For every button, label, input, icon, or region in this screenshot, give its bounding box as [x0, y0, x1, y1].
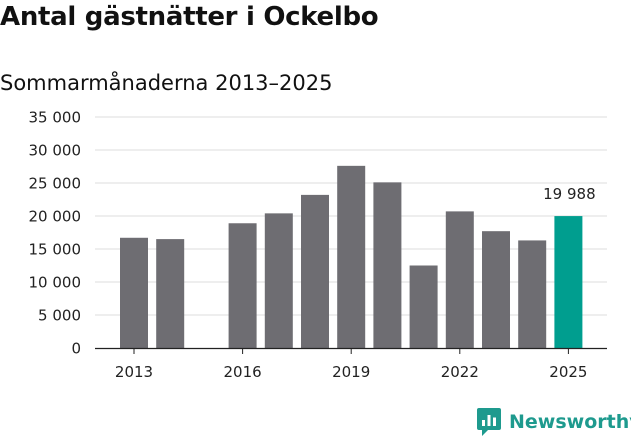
bar	[156, 239, 185, 348]
bar	[409, 265, 438, 348]
bar	[228, 223, 257, 348]
y-tick-label: 25 000	[29, 175, 82, 193]
bar	[445, 211, 474, 348]
bar-chart: 0 5 000 10 000 15 000 20 000 25 000 30 000 35 0…	[29, 109, 607, 381]
bar	[482, 231, 510, 348]
bar	[120, 237, 148, 348]
data-labels: 19 988	[543, 185, 596, 203]
x-tick-label: 2022	[441, 363, 479, 381]
chart-title: Antal gästnätter i Ockelbo	[0, 2, 379, 32]
newsworthy-logo-icon	[477, 408, 501, 436]
chart-subtitle: Sommarmånaderna 2013–2025	[0, 71, 333, 95]
bars	[120, 165, 583, 348]
bar	[264, 213, 293, 348]
y-tick-label: 10 000	[29, 274, 82, 292]
bar	[337, 165, 366, 348]
x-axis-tick-labels: 2013 2016 2019 2022 2025	[115, 348, 587, 381]
bar	[518, 240, 547, 348]
y-tick-label: 0	[71, 340, 81, 358]
data-label: 19 988	[543, 185, 596, 203]
y-tick-label: 30 000	[29, 142, 82, 160]
y-tick-label: 5 000	[38, 307, 81, 325]
y-axis-tick-labels: 0 5 000 10 000 15 000 20 000 25 000 30 000 35 0…	[29, 109, 82, 358]
newsworthy-logo: Newsworthy	[476, 406, 631, 438]
newsworthy-logo-text: Newsworthy	[509, 411, 631, 433]
y-tick-label: 15 000	[29, 241, 82, 259]
x-tick-label: 2025	[549, 363, 587, 381]
x-tick-label: 2019	[332, 363, 370, 381]
bar	[301, 194, 329, 348]
y-tick-label: 20 000	[29, 208, 82, 226]
x-tick-label: 2016	[224, 363, 262, 381]
bar	[554, 216, 583, 348]
y-tick-label: 35 000	[29, 109, 82, 127]
bar	[373, 182, 402, 348]
x-tick-label: 2013	[115, 363, 153, 381]
